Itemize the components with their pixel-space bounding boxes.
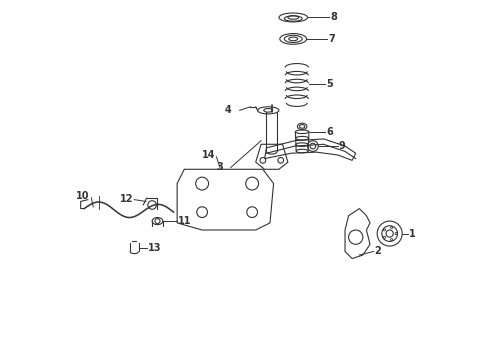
Text: 1: 1 bbox=[409, 229, 416, 239]
Text: 14: 14 bbox=[202, 150, 216, 160]
Text: 2: 2 bbox=[375, 247, 381, 256]
Text: 9: 9 bbox=[339, 141, 346, 151]
Text: 4: 4 bbox=[225, 105, 232, 115]
Text: 5: 5 bbox=[326, 78, 333, 89]
Text: 11: 11 bbox=[178, 216, 192, 226]
Text: 7: 7 bbox=[328, 34, 335, 44]
Text: 8: 8 bbox=[330, 13, 337, 22]
Text: 10: 10 bbox=[76, 191, 90, 201]
Text: 13: 13 bbox=[148, 243, 161, 253]
Text: 3: 3 bbox=[217, 162, 223, 172]
Text: 6: 6 bbox=[326, 127, 333, 137]
Text: 12: 12 bbox=[120, 194, 133, 204]
